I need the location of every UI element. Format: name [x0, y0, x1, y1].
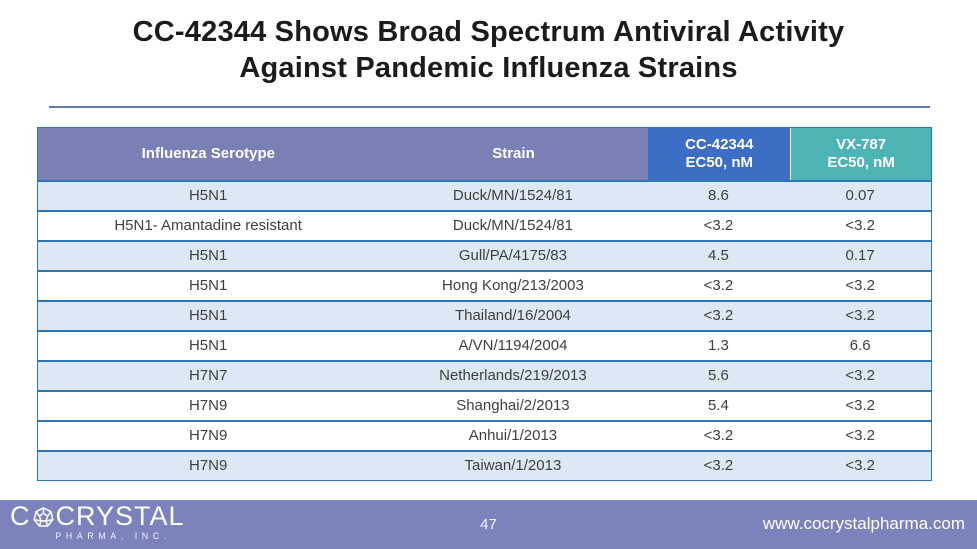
table-header-row: Influenza Serotype Strain CC-42344 EC50, nM…	[38, 128, 932, 180]
cell-vx787: 0.17	[845, 247, 875, 264]
cell-vx787: <3.2	[845, 277, 875, 294]
cell-strain: Duck/MN/1524/81	[452, 217, 573, 234]
cell-cc42344: <3.2	[703, 457, 734, 474]
cell-strain: Shanghai/2/2013	[456, 397, 570, 414]
cell-cc42344: <3.2	[703, 427, 734, 444]
table-row: H5N1 A/VN/1194/2004 1.3 6.6	[38, 330, 931, 360]
page-number: 47	[480, 516, 497, 533]
logo-subtext: PHARMA, INC.	[55, 531, 171, 541]
page-title: CC-42344 Shows Broad Spectrum Antiviral …	[0, 14, 977, 86]
table-body: H5N1 Duck/MN/1524/81 8.6 0.07 H5N1- Amantadi…	[38, 180, 931, 480]
table-row: H5N1- Amantadine resistant Duck/MN/1524/8…	[38, 210, 931, 240]
logo-suffix: CRYSTAL	[55, 501, 185, 531]
cell-serotype: H5N1	[188, 187, 228, 204]
logo-prefix: C	[10, 501, 31, 531]
cell-strain: Netherlands/219/2013	[439, 367, 587, 384]
logo-wordmark: C CRYSTAL	[10, 502, 210, 530]
cell-cc42344: 5.6	[708, 367, 729, 384]
table-row: H5N1 Gull/PA/4175/83 4.5 0.17	[38, 240, 931, 270]
table-row: H7N9 Taiwan/1/2013 <3.2 <3.2	[38, 450, 931, 480]
title-line-2: Against Pandemic Influenza Strains	[239, 52, 738, 84]
cell-cc42344: <3.2	[703, 307, 734, 324]
cell-serotype: H5N1	[188, 277, 228, 294]
column-header-strain: Strain	[378, 128, 649, 180]
cell-serotype: H7N9	[188, 457, 228, 474]
cell-strain: A/VN/1194/2004	[458, 337, 568, 354]
cell-cc42344: 8.6	[708, 187, 729, 204]
cocrystal-logo: C CRYSTAL PHARMA, INC.	[10, 502, 210, 541]
cell-strain: Duck/MN/1524/81	[452, 187, 573, 204]
cell-serotype: H5N1	[188, 307, 228, 324]
column-header-serotype: Influenza Serotype	[38, 128, 379, 180]
table-row: H5N1 Duck/MN/1524/81 8.6 0.07	[38, 180, 931, 210]
cell-cc42344: 5.4	[708, 397, 729, 414]
cell-vx787: <3.2	[845, 427, 875, 444]
cell-vx787: <3.2	[845, 397, 875, 414]
table-row: H7N7 Netherlands/219/2013 5.6 <3.2	[38, 360, 931, 390]
cell-cc42344: <3.2	[703, 277, 734, 294]
table-row: H7N9 Shanghai/2/2013 5.4 <3.2	[38, 390, 931, 420]
cell-cc42344: 1.3	[708, 337, 729, 354]
cell-strain: Taiwan/1/2013	[464, 457, 562, 474]
cell-vx787: <3.2	[845, 367, 875, 384]
column-header-cc42344: CC-42344 EC50, nM	[648, 128, 791, 180]
cell-strain: Anhui/1/2013	[468, 427, 558, 444]
cell-serotype: H7N9	[188, 397, 228, 414]
cell-strain: Gull/PA/4175/83	[458, 247, 567, 264]
cell-serotype: H5N1	[188, 247, 228, 264]
cell-vx787: <3.2	[845, 457, 875, 474]
table-row: H5N1 Thailand/16/2004 <3.2 <3.2	[38, 300, 931, 330]
cell-cc42344: 4.5	[708, 247, 729, 264]
website-url: www.cocrystalpharma.com	[762, 514, 965, 533]
column-header-vx787: VX-787 EC50, nM	[790, 128, 932, 180]
cell-serotype: H7N9	[188, 427, 228, 444]
footer-bar: C CRYSTAL PHARMA, INC. 47 www.cocrystalp…	[0, 500, 977, 549]
cell-vx787: 0.07	[845, 187, 875, 204]
antiviral-activity-table: Influenza Serotype Strain CC-42344 EC50, nM…	[37, 127, 932, 481]
title-line-1: CC-42344 Shows Broad Spectrum Antiviral …	[132, 16, 845, 48]
cell-vx787: <3.2	[845, 217, 875, 234]
cell-serotype: H7N7	[188, 367, 228, 384]
cell-strain: Thailand/16/2004	[454, 307, 571, 324]
cell-vx787: 6.6	[849, 337, 871, 354]
cell-serotype: H5N1- Amantadine resistant	[114, 217, 302, 234]
cell-vx787: <3.2	[845, 307, 875, 324]
table-row: H7N9 Anhui/1/2013 <3.2 <3.2	[38, 420, 931, 450]
title-divider	[49, 106, 930, 108]
gem-icon	[32, 506, 54, 527]
cell-cc42344: <3.2	[703, 217, 734, 234]
cell-strain: Hong Kong/213/2003	[442, 277, 584, 294]
cell-serotype: H5N1	[188, 337, 228, 354]
table-row: H5N1 Hong Kong/213/2003 <3.2 <3.2	[38, 270, 931, 300]
